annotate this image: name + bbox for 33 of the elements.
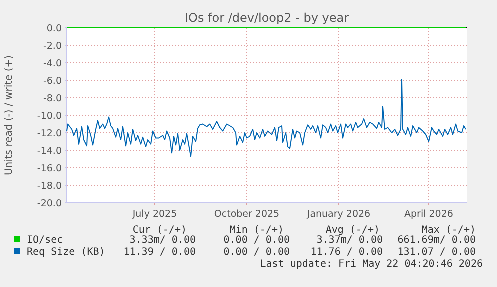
x-tick-label: April 2026 bbox=[404, 209, 454, 220]
line-series bbox=[66, 79, 466, 158]
y-tick-label: -10.0 bbox=[37, 110, 62, 122]
x-tick-label: July 2025 bbox=[132, 209, 178, 220]
text: Max (-/+) bbox=[422, 225, 476, 236]
y-tick-label: -8.0 bbox=[43, 93, 62, 104]
text: Min (-/+) bbox=[230, 225, 284, 236]
y-tick-label: -12.0 bbox=[37, 128, 62, 140]
legend-label: Req Size (KB) bbox=[27, 247, 106, 258]
y-tick-label: -6.0 bbox=[43, 76, 62, 87]
text: Cur (-/+) bbox=[132, 225, 187, 236]
text: 661.69m/ 0.00 bbox=[398, 235, 476, 246]
text: 3.37m/ 0.00 bbox=[316, 235, 383, 246]
y-tick-label: -14.0 bbox=[37, 146, 62, 157]
text: 0.00 / 0.00 bbox=[224, 235, 290, 246]
legend-label: IO/sec bbox=[27, 235, 64, 246]
x-tick-label: January 2026 bbox=[306, 209, 371, 220]
text: Avg (-/+) bbox=[326, 225, 380, 236]
text: 11.76 / 0.00 bbox=[310, 247, 383, 258]
y-tick-label: -20.0 bbox=[37, 198, 62, 210]
chart-title: IOs for /dev/loop2 - by year bbox=[184, 11, 350, 25]
text: 0.00 / 0.00 bbox=[224, 247, 290, 258]
text: 11.39 / 0.00 bbox=[124, 247, 196, 258]
text: 131.07 / 0.00 bbox=[398, 247, 476, 258]
text: 3.33m/ 0.00 bbox=[130, 235, 196, 246]
y-tick-label: -16.0 bbox=[37, 163, 62, 174]
y-tick-label: -2.0 bbox=[43, 40, 62, 52]
y-tick-label: 0.0 bbox=[46, 23, 62, 34]
x-tick-label: October 2025 bbox=[214, 209, 280, 220]
text: Last update: Fri May 22 04:20:46 2026 bbox=[260, 259, 483, 270]
y-tick-label: -18.0 bbox=[37, 180, 62, 192]
y-axis-title: Units read (-) / write (+) bbox=[4, 55, 15, 176]
y-tick-label: -4.0 bbox=[43, 58, 62, 70]
